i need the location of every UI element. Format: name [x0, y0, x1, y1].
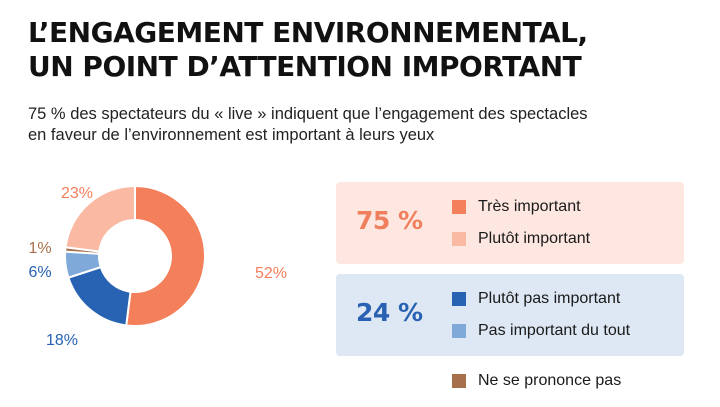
legend-label: Ne se prononce pas [478, 372, 622, 389]
chart-title: L’ENGAGEMENT ENVIRONNEMENTAL, UN POINT D… [28, 16, 708, 84]
donut-slice [125, 184, 206, 327]
legend-group-important: 75 % Très important Plutôt important [336, 182, 684, 264]
legend-item-ne-se-prononce-pas: Ne se prononce pas [452, 372, 621, 390]
legend-label: Plutôt important [478, 230, 591, 247]
donut-slice [67, 265, 132, 327]
slice-label: 1% [28, 240, 51, 257]
legend-swatch [452, 374, 466, 388]
title-line-2: UN POINT D’ATTENTION IMPORTANT [28, 50, 582, 83]
slice-label: 18% [46, 332, 78, 349]
legend-swatch [452, 324, 466, 338]
subtitle-line-1: 75 % des spectateurs du « live » indique… [28, 105, 588, 123]
slice-label: 23% [61, 185, 93, 202]
legend-label: Pas important du tout [478, 322, 631, 339]
legend-group-not-important: 24 % Plutôt pas important Pas important … [336, 274, 684, 356]
subtitle-line-2: en faveur de l’environnement est importa… [28, 126, 435, 144]
legend-item-plutot-pas-important: Plutôt pas important [452, 290, 620, 308]
group-total-not-important: 24 % [356, 298, 423, 327]
donut-slice [64, 184, 136, 253]
donut-chart: 52% 18% 6% 1% 23% [28, 184, 287, 349]
legend-item-tres-important: Très important [452, 198, 581, 216]
legend-item-plutot-important: Plutôt important [452, 230, 590, 248]
slice-label: 52% [255, 265, 287, 282]
legend-swatch [452, 200, 466, 214]
legend-swatch [452, 292, 466, 306]
legend-label: Plutôt pas important [478, 290, 621, 307]
legend-label: Très important [478, 198, 581, 215]
legend-swatch [452, 232, 466, 246]
title-line-1: L’ENGAGEMENT ENVIRONNEMENTAL, [28, 16, 588, 49]
chart-subtitle: 75 % des spectateurs du « live » indique… [28, 104, 708, 146]
slice-label: 6% [28, 264, 51, 281]
legend-item-pas-important-du-tout: Pas important du tout [452, 322, 630, 340]
group-total-important: 75 % [356, 206, 423, 235]
